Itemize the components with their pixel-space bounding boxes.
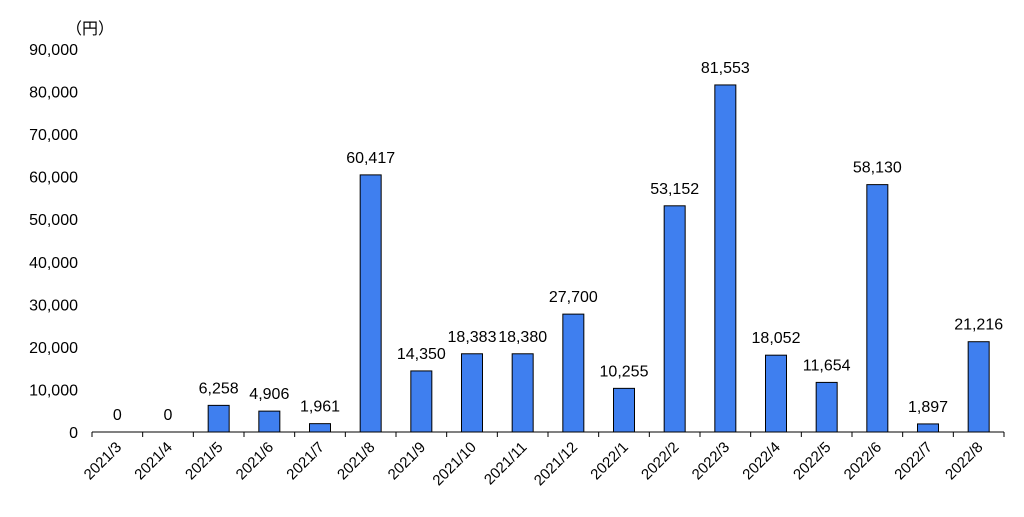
bar xyxy=(967,341,990,433)
x-tick-label: 2022/3 xyxy=(689,439,733,483)
data-label: 18,380 xyxy=(498,329,547,346)
x-tick-label: 2021/9 xyxy=(385,439,429,483)
y-tick-label: 20,000 xyxy=(29,340,78,357)
data-label: 1,897 xyxy=(908,399,948,416)
bar xyxy=(714,84,737,433)
x-tick-label: 2021/3 xyxy=(81,439,125,483)
data-label: 81,553 xyxy=(701,60,750,77)
y-tick-label: 80,000 xyxy=(29,85,78,102)
data-label: 58,130 xyxy=(853,160,902,177)
data-label: 53,152 xyxy=(650,181,699,198)
x-tick-label: 2022/1 xyxy=(587,439,631,483)
x-tick-label: 2022/4 xyxy=(739,439,783,483)
bar xyxy=(562,313,585,433)
bar xyxy=(309,423,331,433)
x-tick-label: 2022/2 xyxy=(638,439,682,483)
x-tick-label: 2022/6 xyxy=(841,439,885,483)
y-tick-label: 30,000 xyxy=(29,297,78,314)
bar xyxy=(258,410,281,433)
y-tick-label: 90,000 xyxy=(29,42,78,59)
data-label: 18,383 xyxy=(448,329,497,346)
data-label: 6,258 xyxy=(199,380,239,397)
x-tick-label: 2022/8 xyxy=(942,439,986,483)
bar xyxy=(461,353,483,433)
data-label: 18,052 xyxy=(752,330,801,347)
bar xyxy=(765,354,787,433)
x-tick-label: 2021/7 xyxy=(283,439,327,483)
x-tick-label: 2022/7 xyxy=(891,439,935,483)
y-axis-unit-label: （円） xyxy=(66,20,114,38)
y-tick-label: 0 xyxy=(69,425,78,442)
data-label: 4,906 xyxy=(249,386,289,403)
bar xyxy=(815,381,838,433)
y-tick-label: 60,000 xyxy=(29,170,78,187)
bar xyxy=(359,174,382,433)
data-label: 11,654 xyxy=(803,357,851,374)
data-label: 14,350 xyxy=(397,346,446,363)
data-label: 0 xyxy=(164,407,173,424)
x-tick-label: 2021/8 xyxy=(334,439,378,483)
y-tick-label: 50,000 xyxy=(29,212,78,229)
x-tick-label: 2021/6 xyxy=(233,439,277,483)
x-tick-label: 2021/12 xyxy=(531,439,581,489)
bar xyxy=(663,205,686,433)
y-tick-label: 70,000 xyxy=(29,127,78,144)
y-tick-label: 10,000 xyxy=(29,382,78,399)
x-tick-label: 2021/10 xyxy=(429,439,479,489)
bar xyxy=(613,387,635,433)
data-label: 27,700 xyxy=(549,289,598,306)
bar xyxy=(917,423,939,433)
x-tick-label: 2021/4 xyxy=(131,439,175,483)
data-label: 1,961 xyxy=(300,399,340,416)
data-label: 21,216 xyxy=(954,317,1003,334)
bar xyxy=(207,404,230,433)
x-tick-label: 2021/5 xyxy=(182,439,226,483)
y-tick-label: 40,000 xyxy=(29,255,78,272)
x-axis: 2021/3 2021/4 2021/5 2021/6 2021/7 2021/8 2021… xyxy=(81,431,1005,489)
data-label: 0 xyxy=(113,407,122,424)
bar xyxy=(866,184,889,433)
bar xyxy=(511,353,534,433)
y-axis: 0 10,000 20,000 30,000 40,000 50,000 60,000 70,… xyxy=(29,42,78,442)
data-label: 60,417 xyxy=(346,150,395,167)
x-tick-label: 2022/5 xyxy=(790,439,834,483)
x-tick-label: 2021/11 xyxy=(481,439,531,489)
data-label: 10,255 xyxy=(600,363,649,380)
bar xyxy=(410,370,433,433)
